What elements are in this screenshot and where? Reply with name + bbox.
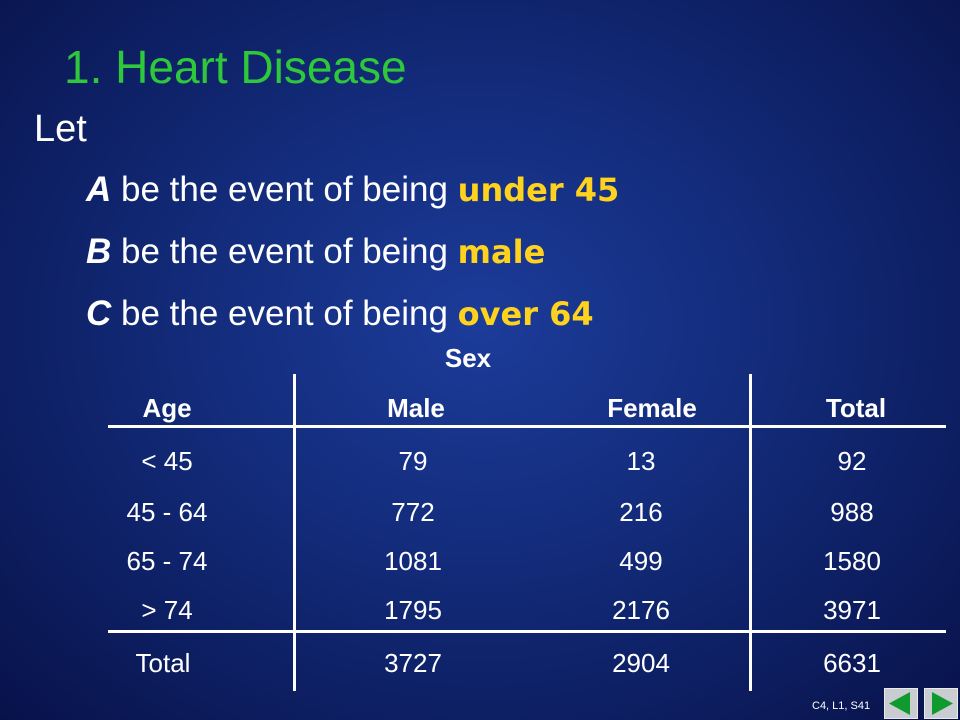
table-cell: 65 - 74 — [126, 546, 208, 576]
event-c-highlight: over 64 — [457, 295, 594, 333]
table-cell: 13 — [626, 446, 656, 476]
column-divider — [749, 374, 752, 691]
event-c-text: be the event of being — [111, 294, 458, 333]
event-b: B be the event of being male — [86, 232, 545, 272]
table-cell: 216 — [619, 497, 663, 527]
table-cell: 499 — [619, 546, 663, 576]
arrow-right-icon — [932, 692, 953, 715]
event-a-letter: A — [86, 170, 112, 209]
table-cell: 1081 — [384, 546, 442, 576]
event-b-letter: B — [86, 232, 112, 271]
event-a: A be the event of being under 45 — [86, 170, 619, 210]
event-b-text: be the event of being — [111, 232, 458, 271]
arrow-left-icon — [889, 692, 910, 715]
event-b-highlight: male — [457, 233, 546, 271]
header-rule — [108, 425, 946, 428]
table-cell: < 45 — [141, 446, 193, 476]
table-cell: 3971 — [823, 595, 881, 625]
slide-title: 1. Heart Disease — [64, 41, 407, 93]
table-cell: 79 — [398, 446, 428, 476]
table-cell: > 74 — [141, 595, 193, 625]
table-cell-total: 6631 — [823, 648, 881, 678]
table-cell: 92 — [837, 446, 867, 476]
col-header-age: Age — [142, 393, 192, 423]
col-header-total: Total — [825, 393, 887, 423]
table-cell: 2176 — [612, 595, 670, 625]
event-a-text: be the event of being — [111, 170, 458, 209]
prev-slide-button[interactable] — [884, 688, 918, 719]
event-c-letter: C — [86, 294, 112, 333]
intro-text: Let — [34, 108, 87, 150]
col-header-male: Male — [387, 393, 445, 423]
next-slide-button[interactable] — [924, 688, 958, 719]
table-cell-total: 3727 — [384, 648, 442, 678]
table-cell: 45 - 64 — [126, 497, 208, 527]
column-divider — [293, 374, 296, 691]
event-a-highlight: under 45 — [457, 171, 620, 209]
event-c: C be the event of being over 64 — [86, 294, 594, 334]
slide-number: C4, L1, S41 — [812, 700, 871, 712]
table-cell: 1580 — [823, 546, 881, 576]
table-cell: 772 — [391, 497, 435, 527]
table-cell-total: 2904 — [612, 648, 670, 678]
table-cell: 1795 — [384, 595, 442, 625]
col-header-female: Female — [607, 393, 697, 423]
table-cell: 988 — [830, 497, 874, 527]
totals-rule — [108, 630, 946, 633]
table-cell-total: Total — [135, 648, 191, 678]
sex-header: Sex — [444, 343, 492, 373]
